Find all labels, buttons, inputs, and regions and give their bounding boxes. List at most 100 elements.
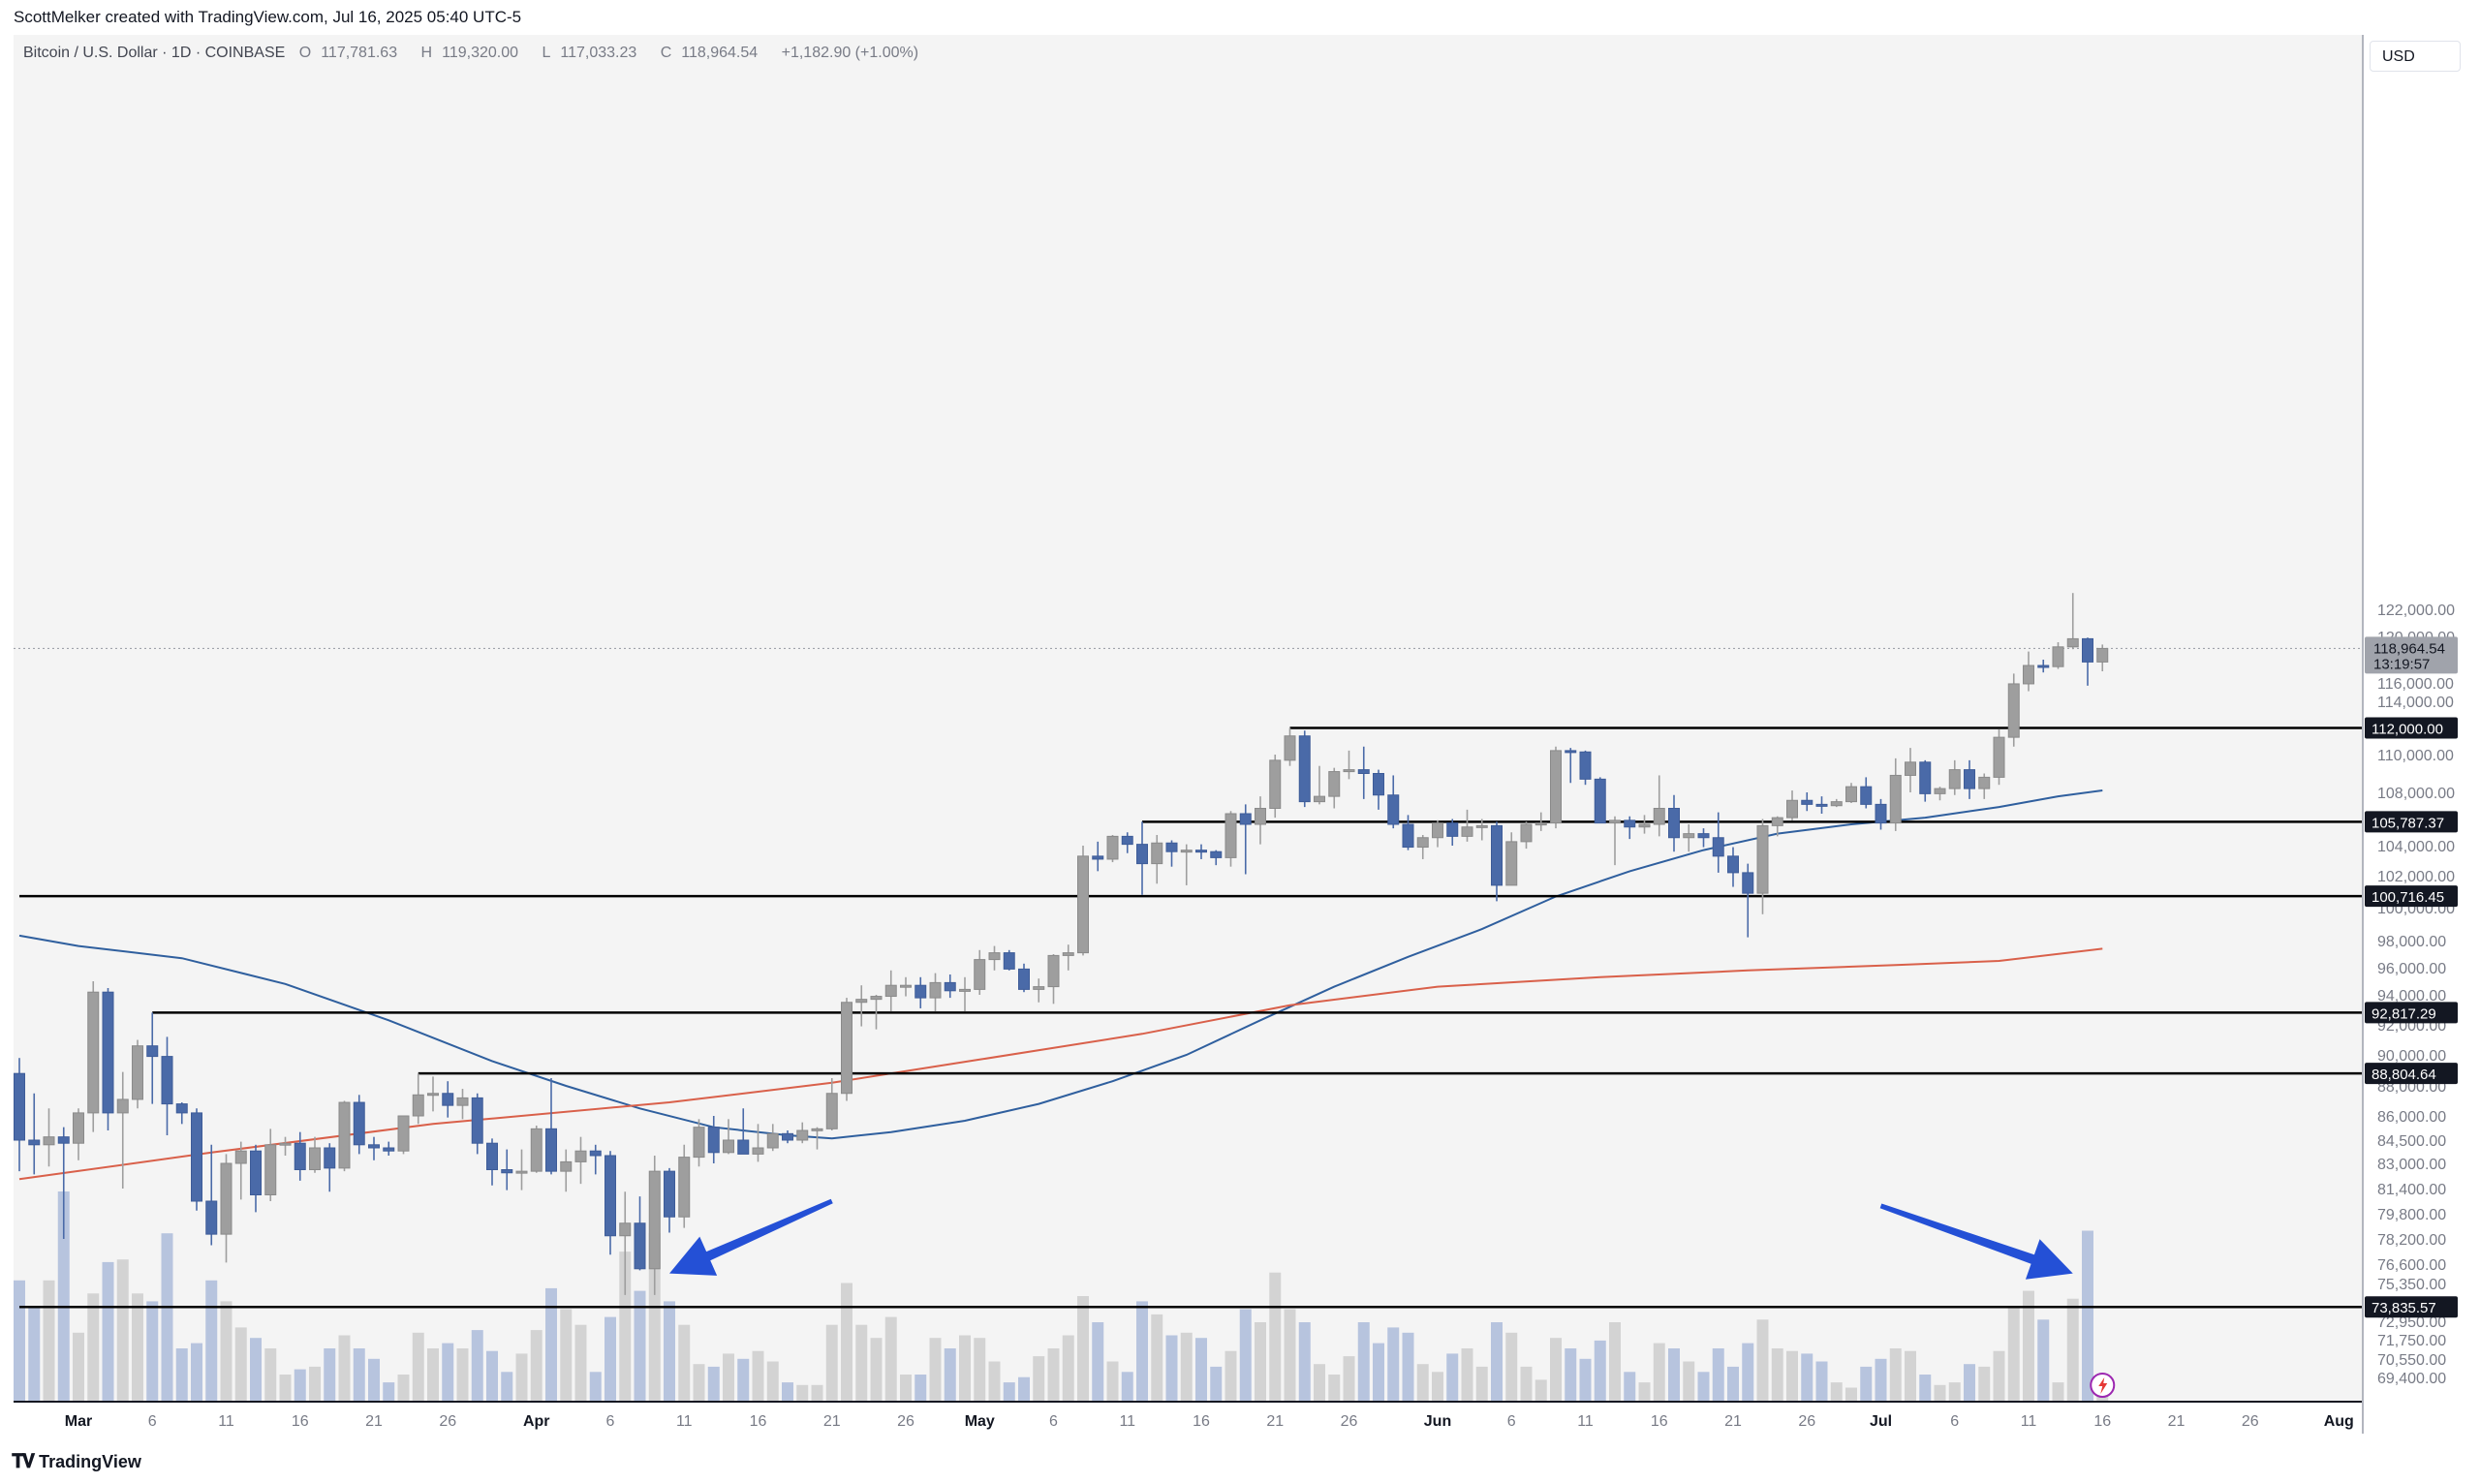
y-tick-label: 72,950.00 (2377, 1314, 2446, 1331)
candle-body (1491, 824, 1503, 886)
volume-bar (1077, 1296, 1089, 1401)
volume-bar (974, 1338, 986, 1401)
annotation-arrow (669, 1198, 833, 1276)
candle-body (1860, 786, 1873, 805)
x-tick-label: 16 (1193, 1413, 1210, 1430)
candle-body (1697, 833, 1710, 839)
candle-body (2066, 637, 2079, 648)
y-tick-label: 83,000.00 (2377, 1157, 2446, 1173)
volume-bar (1210, 1366, 1223, 1401)
y-tick-label: 110,000.00 (2377, 748, 2454, 764)
candle-body (1727, 855, 1739, 874)
volume-bar (1550, 1338, 1562, 1401)
volume-bar (1328, 1375, 1341, 1401)
volume-bar (678, 1324, 691, 1401)
volume-bar (1534, 1379, 1547, 1401)
volume-bar (338, 1335, 351, 1401)
x-tick-label: 21 (823, 1413, 841, 1430)
volume-bar (619, 1252, 632, 1401)
candle-body (619, 1222, 632, 1237)
candle-body (205, 1200, 218, 1235)
candle-body (161, 1056, 173, 1105)
candle-body (884, 984, 897, 998)
candle-body (1343, 769, 1355, 773)
volume-bar (1830, 1382, 1843, 1401)
candle-body (944, 981, 956, 992)
candle-body (14, 1072, 25, 1141)
candle-body (368, 1144, 380, 1149)
x-tick-label: 6 (1507, 1413, 1516, 1430)
candle-body (560, 1160, 573, 1172)
volume-bar (1697, 1372, 1710, 1401)
candle-body (175, 1103, 188, 1114)
volume-bar (175, 1348, 188, 1401)
candle-body (1446, 822, 1459, 837)
candle-body (664, 1170, 675, 1218)
candle-body (1106, 835, 1119, 860)
volume-bar (1978, 1366, 1991, 1401)
volume-bar (693, 1364, 705, 1401)
time-axis[interactable] (14, 1401, 2362, 1434)
volume-bar (28, 1306, 41, 1401)
volume-bar (900, 1375, 912, 1401)
candle-body (1357, 769, 1370, 774)
candle-body (737, 1139, 750, 1155)
moving-average-slow (18, 947, 2103, 1181)
candle-body (1314, 795, 1325, 803)
currency-selector[interactable]: USD (2370, 41, 2461, 72)
volume-bar (57, 1191, 70, 1401)
volume-bar (132, 1293, 143, 1401)
volume-bar (1948, 1382, 1961, 1401)
volume-bar (530, 1330, 542, 1401)
volume-bar (1461, 1348, 1473, 1401)
volume-bar (1594, 1340, 1606, 1401)
y-tick-label: 69,400.00 (2377, 1371, 2446, 1387)
volume-bar (146, 1301, 159, 1401)
volume-bar (1860, 1366, 1873, 1401)
volume-bar (1905, 1350, 1916, 1401)
candle-body (870, 996, 883, 1001)
candle-body (1092, 855, 1104, 860)
volume-bar (796, 1384, 809, 1401)
candle-body (2007, 683, 2020, 738)
volume-bar (884, 1316, 897, 1401)
volume-bar (1712, 1348, 1724, 1401)
y-tick-label: 102,000.00 (2377, 869, 2455, 885)
candle-body (1461, 826, 1473, 837)
candle-body (250, 1150, 262, 1195)
symbol-title[interactable]: Bitcoin / U.S. Dollar · 1D · COINBASE (23, 45, 286, 61)
x-tick-label: 21 (1266, 1413, 1284, 1430)
candle-body (782, 1132, 793, 1141)
level-price-label: 112,000.00 (2372, 722, 2443, 738)
chart-pane[interactable] (14, 35, 2362, 1401)
volume-bar (1373, 1343, 1384, 1401)
x-tick-label: 26 (2242, 1413, 2259, 1430)
volume-bar (205, 1280, 218, 1401)
candle-body (73, 1112, 84, 1144)
candle-body (1121, 835, 1133, 846)
y-tick-label: 70,550.00 (2377, 1352, 2446, 1369)
x-tick-label: 26 (897, 1413, 914, 1430)
volume-bar (2066, 1298, 2079, 1401)
volume-bar (959, 1335, 971, 1401)
tradingview-logo-icon: 𝐓𝐕 (12, 1451, 35, 1472)
candle-body (1948, 769, 1961, 789)
volume-bar (14, 1280, 25, 1401)
candle-body (1683, 833, 1695, 839)
volume-bar (1845, 1387, 1857, 1401)
y-tick-label: 86,000.00 (2377, 1109, 2446, 1126)
candle-body (796, 1129, 809, 1141)
volume-bar (1062, 1335, 1074, 1401)
volume-bar (1475, 1366, 1488, 1401)
ohlc-low: L 117,033.23 (542, 45, 637, 61)
candle-body (1151, 842, 1163, 865)
current-price-label: 118,964.54 (2373, 640, 2445, 657)
volume-bar (1889, 1348, 1902, 1401)
candle-body (974, 959, 986, 990)
x-tick-label: Jul (1870, 1413, 1892, 1430)
volume-bar (324, 1348, 336, 1401)
x-tick-label: 11 (2021, 1413, 2037, 1430)
candle-body (1077, 855, 1089, 954)
level-price-label: 92,817.29 (2372, 1005, 2436, 1022)
volume-bar (825, 1324, 838, 1401)
